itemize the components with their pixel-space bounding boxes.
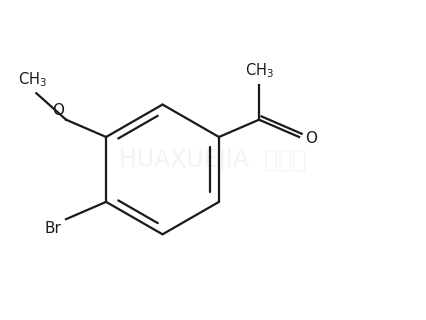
Text: O: O bbox=[305, 131, 317, 146]
Text: HUAXUEJIA  化学加: HUAXUEJIA 化学加 bbox=[119, 148, 307, 172]
Text: CH$_3$: CH$_3$ bbox=[245, 62, 273, 80]
Text: O: O bbox=[52, 103, 64, 118]
Text: Br: Br bbox=[45, 221, 62, 236]
Text: CH$_3$: CH$_3$ bbox=[17, 71, 46, 89]
